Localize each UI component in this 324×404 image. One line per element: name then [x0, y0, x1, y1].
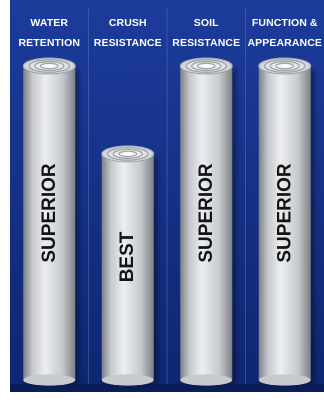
category-header: FUNCTION & APPEARANCE	[247, 17, 322, 49]
bar-cap-ring	[28, 59, 71, 73]
bar-base	[258, 374, 311, 386]
bar-label: SUPERIOR	[39, 163, 60, 263]
bar: BEST	[101, 145, 158, 386]
category-header-line1: FUNCTION &	[252, 17, 318, 29]
bar-cap	[258, 57, 312, 75]
bar: SUPERIOR	[179, 57, 237, 386]
bar-cap-ring	[118, 150, 138, 158]
category-header-line2: RESISTANCE	[172, 37, 240, 49]
bar-label: SUPERIOR	[274, 163, 295, 263]
bar-cap-ring	[263, 59, 306, 73]
category-header-line2: APPEARANCE	[247, 37, 322, 49]
category-header-line1: CRUSH	[109, 17, 147, 29]
bar-cap-ring	[112, 148, 143, 160]
bar-cap-ring	[196, 62, 216, 70]
category-header: CRUSH RESISTANCE	[94, 17, 162, 49]
bar-body	[101, 153, 154, 380]
column-dividers	[88, 8, 246, 384]
bar-base	[23, 374, 76, 386]
bar-cap	[101, 145, 155, 163]
bar-cap-ring	[269, 60, 300, 72]
bar-cap-ring	[106, 147, 149, 161]
bar-base	[180, 374, 233, 386]
category-header-line2: RETENTION	[18, 37, 80, 49]
bar-body	[23, 66, 76, 380]
bar-cap-ring	[275, 62, 295, 70]
bar-cap-ring	[39, 62, 59, 70]
category-header-line1: WATER	[30, 17, 68, 29]
category-header-line1: SOIL	[194, 17, 219, 29]
bars: SUPERIOR BEST SUPERIOR SUPERIOR	[22, 57, 315, 386]
bar-cap-ring	[34, 60, 65, 72]
bar-base	[101, 374, 154, 386]
bar-cap-ring	[185, 59, 228, 73]
bar-body	[180, 66, 233, 380]
bar: SUPERIOR	[258, 57, 315, 386]
bar-cap	[179, 57, 233, 75]
category-headers: WATER RETENTION CRUSH RESISTANCE SOIL RESISTA…	[18, 17, 322, 49]
category-header-line2: RESISTANCE	[94, 37, 162, 49]
category-header: WATER RETENTION	[18, 17, 80, 49]
chart-footer-strip	[10, 384, 324, 392]
category-header: SOIL RESISTANCE	[172, 17, 240, 49]
bar: SUPERIOR	[22, 57, 80, 386]
bar-cap	[22, 57, 76, 75]
bar-body	[258, 66, 311, 380]
bar-label: SUPERIOR	[196, 163, 217, 263]
bar-label: BEST	[117, 231, 138, 282]
bar-cap-ring	[191, 60, 222, 72]
